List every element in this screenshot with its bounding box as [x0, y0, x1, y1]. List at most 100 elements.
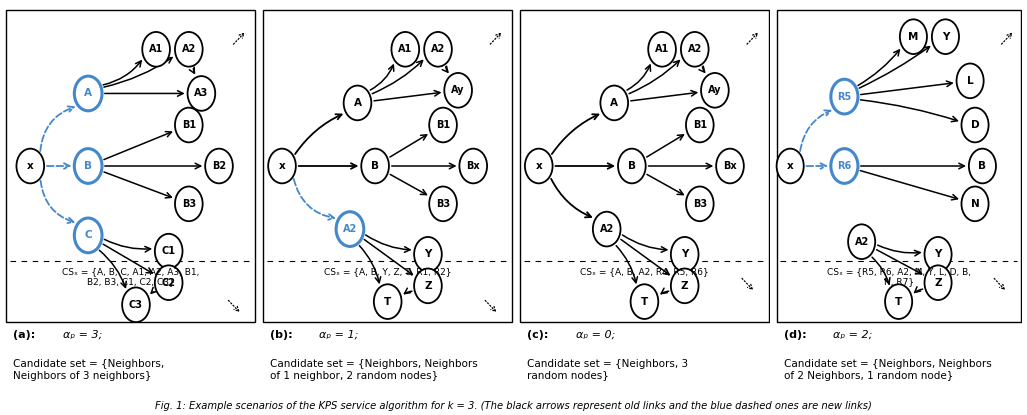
- Text: αₚ = 2;: αₚ = 2;: [833, 330, 872, 340]
- Text: Z: Z: [935, 278, 942, 288]
- Circle shape: [424, 32, 452, 67]
- Text: C: C: [84, 230, 92, 240]
- Text: Candidate set = {Neighbors, 3
random nodes}: Candidate set = {Neighbors, 3 random nod…: [527, 359, 688, 381]
- Text: A1: A1: [398, 44, 413, 54]
- Circle shape: [414, 269, 442, 303]
- Text: αₚ = 3;: αₚ = 3;: [63, 330, 102, 340]
- Text: x: x: [787, 161, 794, 171]
- Text: A2: A2: [182, 44, 196, 54]
- Text: αₚ = 0;: αₚ = 0;: [576, 330, 615, 340]
- FancyBboxPatch shape: [520, 10, 769, 322]
- Circle shape: [16, 149, 44, 183]
- Circle shape: [686, 186, 714, 221]
- Text: A: A: [84, 88, 92, 98]
- Text: CSₓ = {A, B, A2, R4, R5, R6}: CSₓ = {A, B, A2, R4, R5, R6}: [580, 267, 709, 276]
- Circle shape: [362, 149, 389, 183]
- Text: B: B: [371, 161, 379, 171]
- Circle shape: [593, 212, 620, 247]
- Text: Candidate set = {Neighbors, Neighbors
of 2 Neighbors, 1 random node}: Candidate set = {Neighbors, Neighbors of…: [784, 359, 991, 381]
- Text: Y: Y: [681, 249, 688, 259]
- Circle shape: [391, 32, 419, 67]
- Text: B1: B1: [693, 120, 707, 130]
- Text: (d):: (d):: [784, 330, 806, 340]
- FancyBboxPatch shape: [263, 10, 512, 322]
- Circle shape: [122, 288, 150, 322]
- Text: Bx: Bx: [723, 161, 736, 171]
- Text: Candidate set = {Neighbors, Neighbors
of 1 neighbor, 2 random nodes}: Candidate set = {Neighbors, Neighbors of…: [270, 359, 478, 381]
- Text: D: D: [971, 120, 980, 130]
- Text: B1: B1: [182, 120, 196, 130]
- Text: A2: A2: [688, 44, 701, 54]
- Circle shape: [205, 149, 233, 183]
- Circle shape: [459, 149, 487, 183]
- Circle shape: [155, 234, 183, 269]
- Text: N: N: [971, 199, 980, 209]
- Circle shape: [831, 79, 858, 114]
- Text: B: B: [84, 161, 92, 171]
- Circle shape: [374, 284, 402, 319]
- Circle shape: [74, 149, 102, 183]
- Circle shape: [175, 107, 202, 142]
- Text: Fig. 1: Example scenarios of the KPS service algorithm for k = 3. (The black arr: Fig. 1: Example scenarios of the KPS ser…: [155, 401, 872, 411]
- Circle shape: [631, 284, 658, 319]
- Circle shape: [924, 237, 952, 272]
- Circle shape: [885, 284, 912, 319]
- Text: Ay: Ay: [452, 85, 465, 95]
- Text: αₚ = 1;: αₚ = 1;: [319, 330, 358, 340]
- Text: Candidate set = {Neighbors,
Neighbors of 3 neighbors}: Candidate set = {Neighbors, Neighbors of…: [13, 359, 164, 381]
- Text: A2: A2: [854, 237, 869, 247]
- Circle shape: [681, 32, 709, 67]
- Text: A3: A3: [194, 88, 208, 98]
- Text: C1: C1: [161, 246, 176, 256]
- Text: M: M: [908, 32, 918, 42]
- Text: A2: A2: [431, 44, 445, 54]
- Text: (b):: (b):: [270, 330, 293, 340]
- Circle shape: [336, 212, 364, 247]
- Text: B: B: [979, 161, 986, 171]
- Circle shape: [74, 76, 102, 111]
- Text: A: A: [610, 98, 618, 108]
- Circle shape: [618, 149, 646, 183]
- Text: R6: R6: [837, 161, 851, 171]
- Text: B1: B1: [436, 120, 450, 130]
- Text: CSₓ = {R5, R6, A2, M, Y, L, D, B,
N, R7}: CSₓ = {R5, R6, A2, M, Y, L, D, B, N, R7}: [827, 267, 971, 286]
- Circle shape: [961, 107, 989, 142]
- Circle shape: [686, 107, 714, 142]
- Circle shape: [175, 186, 202, 221]
- Text: B3: B3: [693, 199, 707, 209]
- Circle shape: [848, 225, 875, 259]
- Circle shape: [155, 265, 183, 300]
- Circle shape: [961, 186, 989, 221]
- FancyBboxPatch shape: [776, 10, 1021, 322]
- Text: Ay: Ay: [709, 85, 722, 95]
- Circle shape: [956, 63, 984, 98]
- Text: CSₓ = {A, B, C, A1, A2, A3, B1,
B2, B3, C1, C2, C3}: CSₓ = {A, B, C, A1, A2, A3, B1, B2, B3, …: [63, 267, 199, 286]
- FancyBboxPatch shape: [6, 10, 256, 322]
- Circle shape: [716, 149, 744, 183]
- Text: Y: Y: [942, 32, 949, 42]
- Circle shape: [931, 20, 959, 54]
- Text: x: x: [535, 161, 542, 171]
- Circle shape: [671, 269, 698, 303]
- Text: (c):: (c):: [527, 330, 548, 340]
- Circle shape: [344, 85, 372, 120]
- Text: B3: B3: [182, 199, 196, 209]
- Circle shape: [525, 149, 553, 183]
- Circle shape: [143, 32, 169, 67]
- Text: (a):: (a):: [13, 330, 36, 340]
- Circle shape: [414, 237, 442, 272]
- Text: Y: Y: [935, 249, 942, 259]
- Circle shape: [831, 149, 858, 183]
- Text: Z: Z: [424, 281, 431, 291]
- Text: A1: A1: [149, 44, 163, 54]
- Circle shape: [175, 32, 202, 67]
- Text: C2: C2: [161, 278, 176, 288]
- Circle shape: [701, 73, 729, 107]
- Text: B: B: [627, 161, 636, 171]
- Text: B3: B3: [436, 199, 450, 209]
- Circle shape: [648, 32, 676, 67]
- Text: A2: A2: [600, 224, 614, 234]
- Circle shape: [188, 76, 216, 111]
- Text: T: T: [641, 297, 648, 307]
- Text: A2: A2: [343, 224, 357, 234]
